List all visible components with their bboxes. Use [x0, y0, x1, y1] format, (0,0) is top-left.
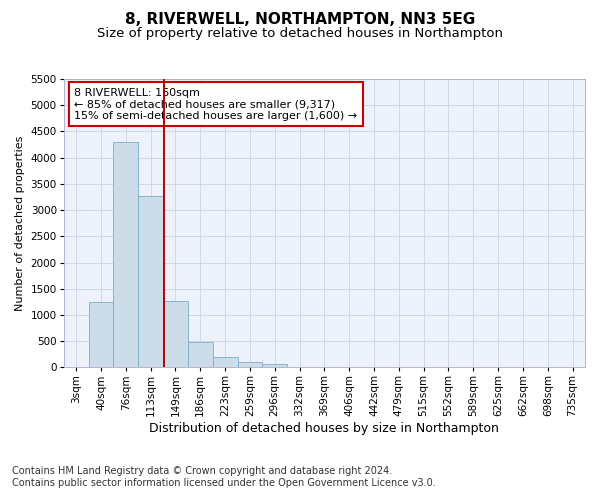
Bar [188, 342, 212, 367]
Y-axis label: Number of detached properties: Number of detached properties [15, 136, 25, 311]
X-axis label: Distribution of detached houses by size in Northampton: Distribution of detached houses by size … [149, 422, 499, 435]
Bar [113, 142, 138, 368]
Text: Size of property relative to detached houses in Northampton: Size of property relative to detached ho… [97, 28, 503, 40]
Bar [89, 302, 113, 368]
Bar [238, 362, 262, 368]
Text: 8, RIVERWELL, NORTHAMPTON, NN3 5EG: 8, RIVERWELL, NORTHAMPTON, NN3 5EG [125, 12, 475, 28]
Bar [163, 301, 188, 368]
Text: Contains HM Land Registry data © Crown copyright and database right 2024.
Contai: Contains HM Land Registry data © Crown c… [12, 466, 436, 487]
Bar [138, 196, 163, 368]
Bar [212, 357, 238, 368]
Text: 8 RIVERWELL: 160sqm
← 85% of detached houses are smaller (9,317)
15% of semi-det: 8 RIVERWELL: 160sqm ← 85% of detached ho… [74, 88, 358, 121]
Bar [262, 364, 287, 368]
